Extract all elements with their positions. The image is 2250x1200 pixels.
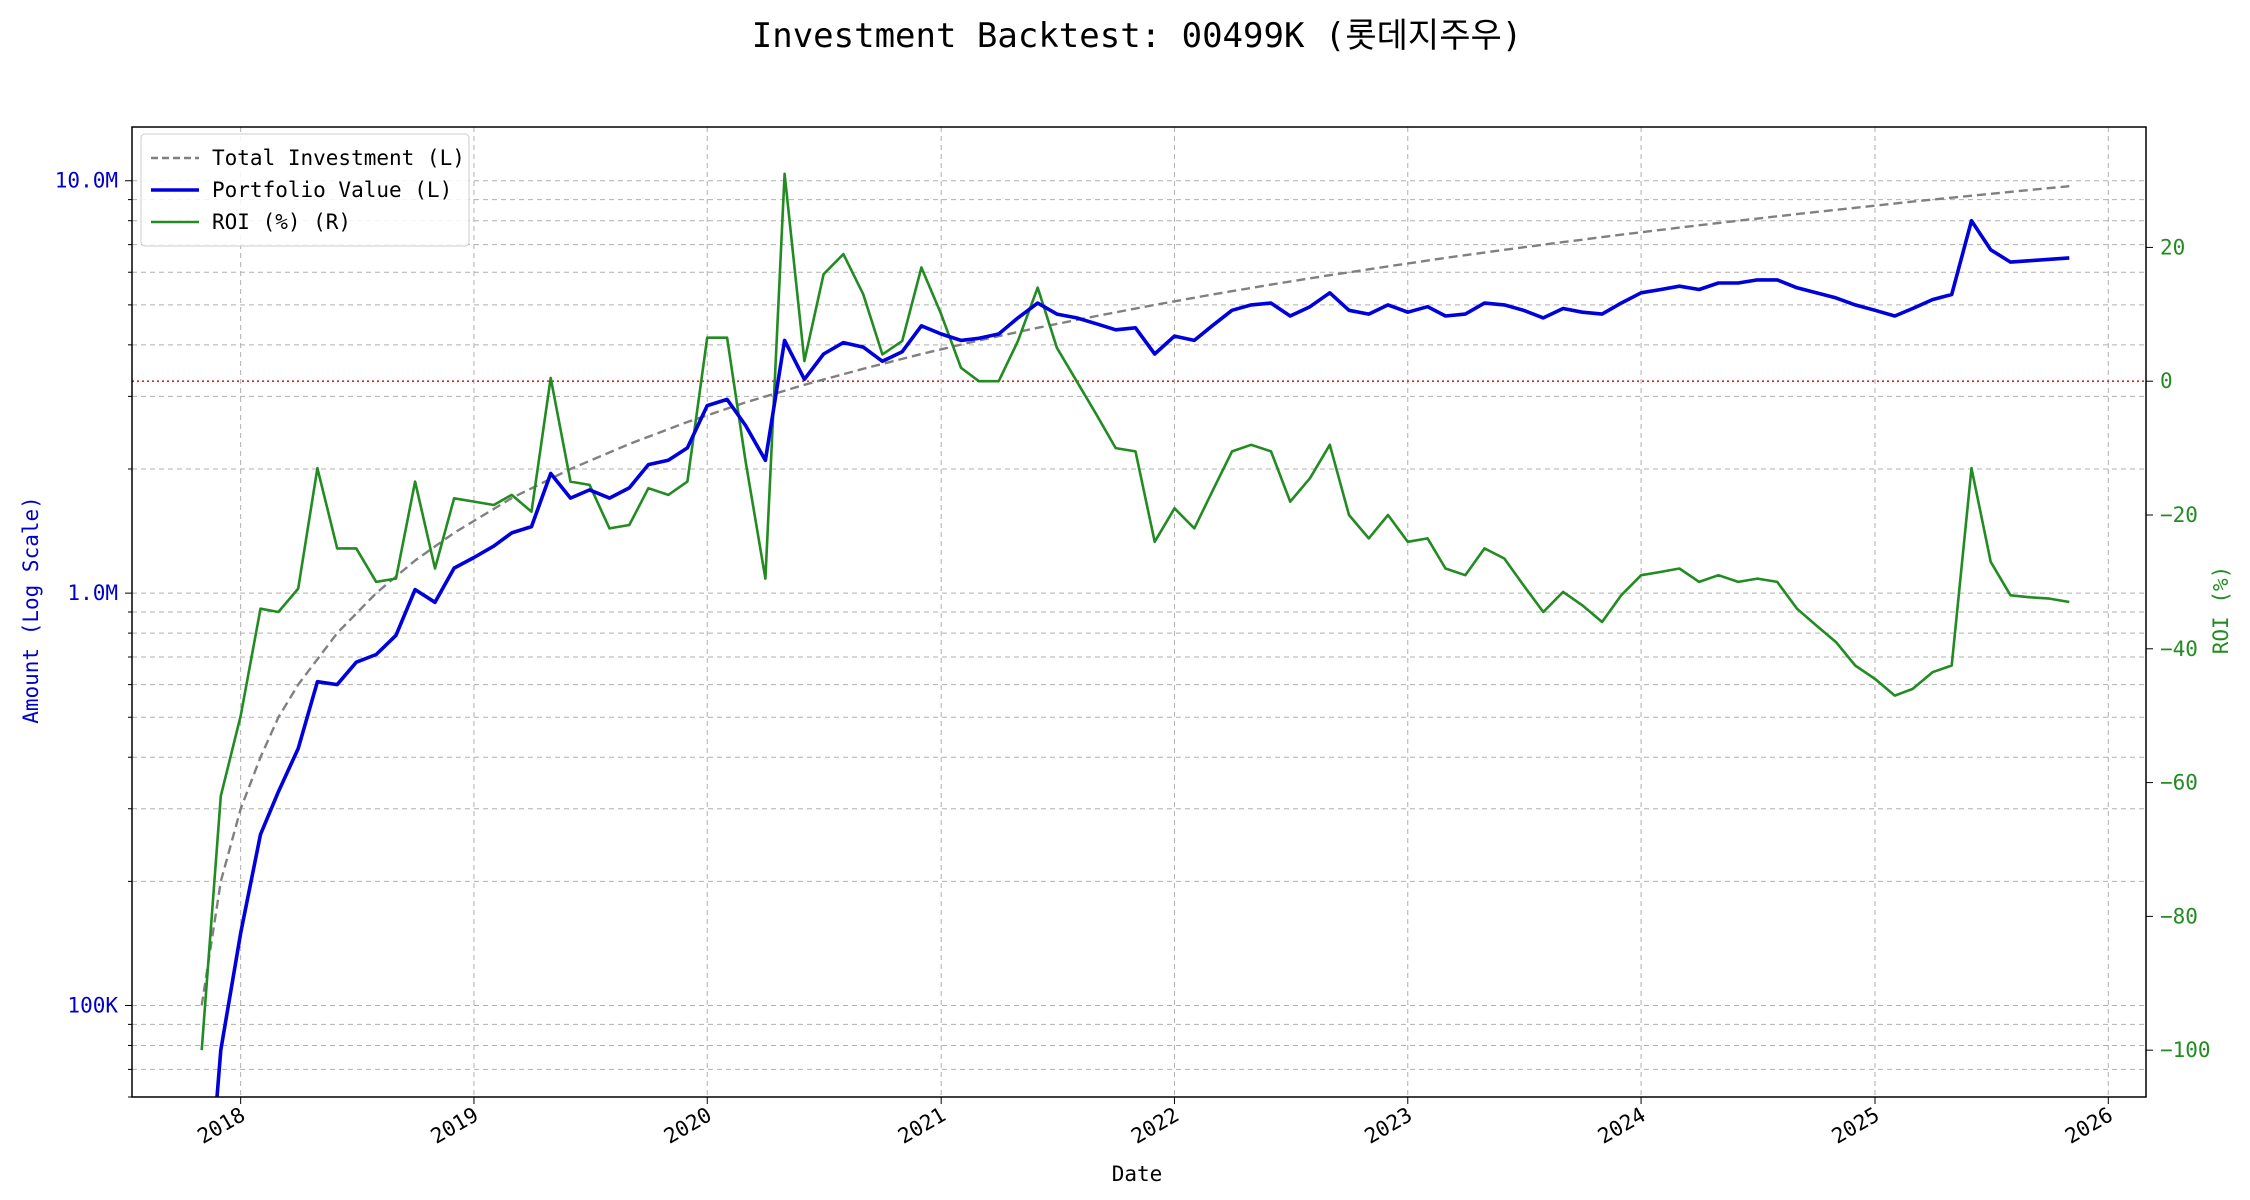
y-right-tick-label: −40 [2160, 637, 2198, 661]
x-tick-label: 2018 [193, 1103, 249, 1149]
grid-layer [132, 127, 2146, 1098]
x-tick-label: 2025 [1828, 1103, 1884, 1149]
y-right-tick-label: −60 [2160, 771, 2198, 795]
y-right-tick-label: 0 [2160, 369, 2173, 393]
series-line-0 [200, 185, 2070, 1006]
series-layer [200, 172, 2070, 1097]
legend-box [140, 133, 470, 247]
y-right-tick-label: −100 [2160, 1038, 2211, 1062]
y-left-tick-label: 100K [67, 994, 118, 1018]
x-tick-label: 2022 [1127, 1103, 1183, 1149]
y-axis-left-label: Amount (Log Scale) [19, 496, 43, 724]
x-tick-label: 2020 [660, 1103, 716, 1149]
x-tick-label: 2021 [894, 1103, 950, 1149]
x-tick-label: 2024 [1594, 1103, 1650, 1149]
y-left-tick-label: 10.0M [55, 169, 118, 193]
legend: Total Investment (L) Portfolio Value (L) R… [140, 133, 470, 247]
legend-label: Portfolio Value (L) [212, 178, 452, 202]
series-line-1 [215, 218, 2070, 1097]
y-right-tick-label: 20 [2160, 235, 2185, 259]
x-tick-label: 2019 [427, 1103, 483, 1149]
y-left-tick-label: 1.0M [67, 581, 118, 605]
y-axis-right-label: ROI (%) [2209, 566, 2233, 655]
series-line-2 [200, 172, 2070, 1051]
legend-label: Total Investment (L) [212, 146, 465, 170]
x-tick-label: 2026 [2061, 1103, 2117, 1149]
x-tick-label: 2023 [1360, 1103, 1416, 1149]
legend-label: ROI (%) (R) [212, 210, 351, 234]
chart-title: Investment Backtest: 00499K (롯데지주우) [752, 16, 1523, 56]
x-axis-label: Date [1112, 1162, 1163, 1186]
ticks-layer: 100K 1.0M 10.0M −100 −80 −60 −40 −20 0 20 2018 2019… [55, 169, 2211, 1149]
y-right-tick-label: −80 [2160, 904, 2198, 928]
y-right-tick-label: −20 [2160, 503, 2198, 527]
